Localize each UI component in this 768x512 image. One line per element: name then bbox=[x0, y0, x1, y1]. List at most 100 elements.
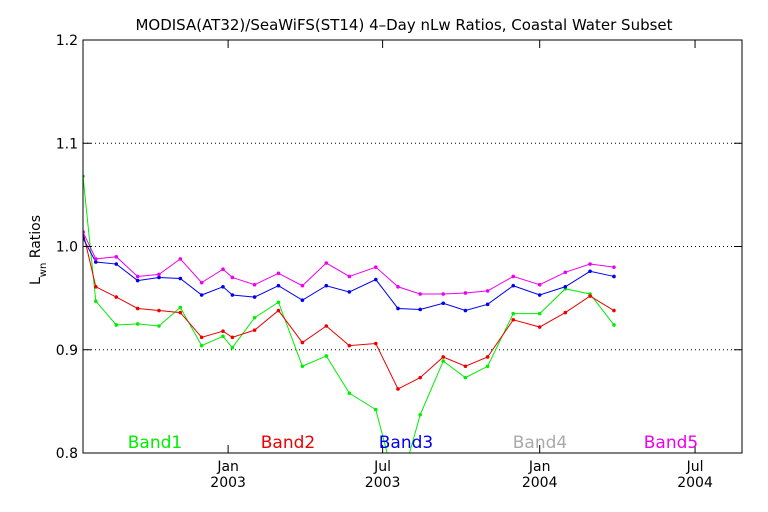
data-point-band1 bbox=[230, 345, 235, 350]
data-point-band1 bbox=[221, 334, 225, 339]
data-point-band1 bbox=[178, 305, 183, 310]
x-tick-label-month: Jan bbox=[528, 459, 551, 475]
data-point-band5 bbox=[135, 274, 140, 279]
data-point-band3 bbox=[114, 262, 119, 266]
x-tick-label-month: Jul bbox=[373, 459, 391, 475]
data-point-band5 bbox=[157, 272, 161, 277]
data-point-band3 bbox=[396, 306, 400, 311]
data-point-band2 bbox=[199, 335, 204, 340]
data-point-band1 bbox=[612, 323, 616, 327]
y-tick-label: 1.2 bbox=[56, 33, 78, 49]
data-point-band2 bbox=[221, 329, 225, 333]
legend-band1: Band1 bbox=[128, 433, 182, 453]
data-point-band3 bbox=[537, 293, 542, 297]
y-axis-label-rest: Ratios bbox=[28, 215, 44, 263]
data-point-band5 bbox=[178, 257, 183, 261]
y-tick-label: 1.0 bbox=[56, 240, 78, 256]
data-point-band3 bbox=[418, 307, 422, 312]
y-axis-label-main: L bbox=[28, 277, 44, 285]
y-axis-label-sub: wn bbox=[38, 263, 49, 278]
data-point-band2 bbox=[537, 325, 542, 329]
data-point-band1 bbox=[157, 324, 161, 328]
data-point-band1 bbox=[511, 311, 516, 316]
series-line-band3 bbox=[83, 238, 615, 312]
data-point-band1 bbox=[276, 300, 281, 305]
data-point-band3 bbox=[157, 275, 161, 280]
x-tick-label-year: 2004 bbox=[522, 475, 558, 491]
data-point-band1 bbox=[324, 354, 329, 358]
data-point-band5 bbox=[418, 292, 422, 296]
data-point-band2 bbox=[463, 364, 468, 369]
data-point-band3 bbox=[252, 295, 257, 299]
data-point-band1 bbox=[463, 375, 468, 380]
data-point-band5 bbox=[230, 275, 235, 280]
data-point-band5 bbox=[199, 280, 204, 285]
data-point-band2 bbox=[588, 294, 592, 298]
data-point-band5 bbox=[252, 282, 257, 287]
data-point-band2 bbox=[373, 341, 378, 346]
data-point-band2 bbox=[563, 310, 568, 315]
x-tick-label-month: Jan bbox=[216, 459, 239, 475]
data-point-band2 bbox=[114, 295, 119, 299]
data-point-band1 bbox=[347, 391, 352, 395]
y-tick-label: 1.1 bbox=[56, 136, 78, 152]
x-tick-label-year: 2003 bbox=[210, 475, 246, 491]
data-point-band2 bbox=[300, 340, 305, 345]
data-point-band3 bbox=[135, 278, 140, 283]
data-point-band1 bbox=[537, 311, 542, 316]
data-point-band1 bbox=[485, 364, 490, 369]
data-point-band2 bbox=[612, 308, 616, 313]
data-point-band1 bbox=[396, 493, 400, 497]
y-axis: 0.8 0.9 1.0 1.1 1.2 bbox=[56, 33, 742, 462]
series-group bbox=[83, 174, 616, 497]
data-point-band2 bbox=[485, 355, 490, 359]
data-point-band2 bbox=[94, 284, 98, 289]
data-point-band1 bbox=[252, 315, 257, 320]
legend-band3: Band3 bbox=[379, 433, 433, 453]
data-point-band5 bbox=[324, 261, 329, 265]
data-point-band3 bbox=[441, 301, 446, 306]
y-tick-label: 0.8 bbox=[56, 446, 78, 462]
data-point-band5 bbox=[537, 282, 542, 287]
y-axis-label: Lwn Ratios bbox=[28, 215, 49, 285]
data-point-band2 bbox=[396, 387, 400, 391]
data-point-band5 bbox=[221, 267, 225, 272]
data-point-band2 bbox=[276, 308, 281, 313]
x-tick-label-year: 2003 bbox=[365, 475, 401, 491]
data-point-band3 bbox=[511, 283, 516, 288]
data-point-band1 bbox=[199, 343, 204, 348]
data-point-band5 bbox=[94, 257, 98, 261]
data-point-band1 bbox=[418, 412, 422, 417]
data-point-band1 bbox=[441, 359, 446, 363]
data-point-band1 bbox=[94, 299, 98, 304]
data-point-band3 bbox=[485, 302, 490, 307]
data-point-band5 bbox=[563, 270, 568, 275]
data-point-band5 bbox=[300, 283, 305, 288]
data-point-band2 bbox=[511, 318, 516, 322]
x-tick-label-month: Jul bbox=[686, 459, 704, 475]
data-point-band2 bbox=[252, 328, 257, 332]
data-point-band3 bbox=[463, 308, 468, 313]
data-point-band3 bbox=[300, 298, 305, 302]
data-point-band3 bbox=[347, 290, 352, 294]
data-point-band1 bbox=[373, 407, 378, 412]
data-point-band5 bbox=[396, 284, 400, 289]
data-point-band5 bbox=[441, 292, 446, 296]
data-point-band2 bbox=[135, 306, 140, 311]
data-point-band2 bbox=[230, 335, 235, 340]
data-point-band5 bbox=[463, 291, 468, 295]
data-point-band3 bbox=[612, 274, 616, 279]
legend-band5: Band5 bbox=[644, 433, 698, 453]
data-point-band5 bbox=[114, 255, 119, 259]
data-point-band2 bbox=[324, 324, 329, 328]
data-point-band3 bbox=[230, 293, 235, 297]
data-point-band3 bbox=[94, 260, 98, 264]
series-line-band2 bbox=[83, 231, 615, 390]
data-point-band2 bbox=[418, 375, 422, 380]
data-point-band5 bbox=[588, 262, 592, 266]
series-line-band5 bbox=[83, 231, 615, 295]
data-point-band2 bbox=[178, 310, 183, 315]
legend-band4: Band4 bbox=[513, 433, 567, 453]
